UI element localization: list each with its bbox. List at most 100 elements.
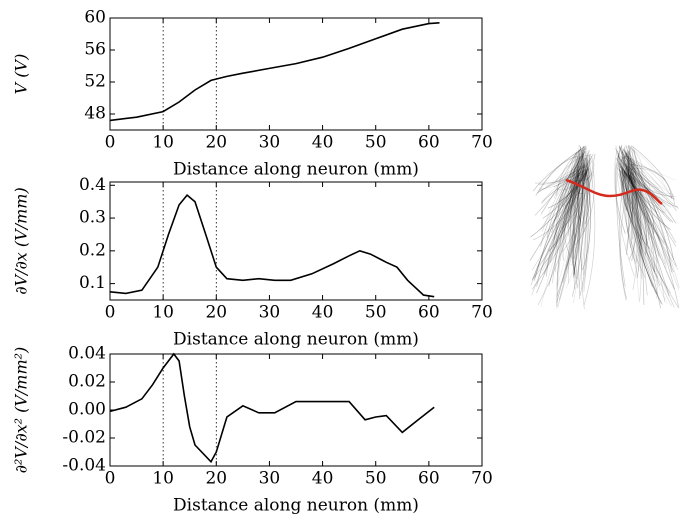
- fiber: [620, 147, 646, 237]
- fiber: [623, 155, 655, 235]
- fiber: [624, 169, 645, 196]
- fiber: [627, 165, 661, 287]
- fiber: [533, 147, 586, 281]
- fiber: [542, 164, 585, 202]
- fiber: [535, 155, 579, 196]
- fiber: [541, 172, 585, 204]
- fiber: [556, 166, 579, 309]
- fiber: [530, 170, 588, 238]
- fiber: [545, 165, 581, 187]
- fiber: [540, 151, 577, 215]
- y-tick-label: 0.1: [79, 273, 106, 293]
- fiber: [617, 155, 643, 253]
- fiber: [561, 154, 586, 196]
- fiber: [570, 149, 581, 219]
- fiber: [579, 145, 591, 270]
- y-tick-label: 56: [84, 40, 106, 60]
- fiber: [533, 160, 592, 278]
- fiber: [615, 145, 672, 294]
- fiber: [620, 172, 651, 250]
- fiber: [532, 171, 588, 241]
- fiber: [621, 156, 636, 183]
- y-tick-label: -0.02: [62, 428, 106, 448]
- x-tick-label: 40: [312, 303, 334, 323]
- fiber: [623, 153, 676, 181]
- fiber: [573, 170, 580, 279]
- fiber: [578, 153, 589, 296]
- fiber: [633, 170, 677, 224]
- fiber: [619, 163, 674, 195]
- fiber: [567, 149, 580, 236]
- fiber: [537, 165, 587, 194]
- fiber: [584, 166, 591, 225]
- fiber: [538, 168, 591, 192]
- fiber: [538, 157, 585, 186]
- fiber: [625, 165, 666, 303]
- fiber: [630, 165, 672, 216]
- fiber: [561, 169, 584, 229]
- fiber: [617, 153, 679, 308]
- fiber: [632, 162, 660, 206]
- axes-frame: [109, 17, 483, 131]
- fiber: [558, 165, 579, 301]
- fiber: [628, 158, 665, 246]
- axes-frame: [109, 353, 483, 467]
- y-tick-label: -0.04: [62, 456, 106, 476]
- fiber: [625, 145, 632, 204]
- fiber: [630, 171, 642, 279]
- fiber: [553, 173, 585, 222]
- fiber: [536, 152, 584, 294]
- x-tick-label: 70: [471, 469, 493, 489]
- fiber: [632, 172, 663, 305]
- fiber: [618, 163, 649, 244]
- fiber: [562, 149, 584, 283]
- fiber: [618, 146, 649, 257]
- fiber: [631, 146, 672, 267]
- fiber: [561, 145, 587, 208]
- axes-frame: [109, 181, 483, 301]
- fiber: [629, 163, 672, 199]
- fiber: [573, 158, 586, 260]
- fiber: [623, 172, 668, 305]
- fiber: [569, 151, 578, 218]
- x-tick-label: 20: [205, 133, 227, 153]
- fiber: [620, 169, 658, 278]
- fiber: [620, 173, 631, 299]
- fiber: [553, 151, 586, 240]
- fiber: [540, 155, 581, 247]
- fiber: [529, 172, 580, 261]
- fiber: [627, 150, 646, 187]
- fiber: [623, 155, 664, 192]
- fiber: [623, 169, 649, 223]
- y-tick-label: 0.3: [79, 208, 106, 228]
- fiber: [619, 148, 676, 198]
- fiber: [614, 163, 639, 277]
- fiber: [631, 145, 675, 205]
- fiber: [553, 151, 585, 188]
- fiber: [563, 162, 588, 207]
- x-axis-label: Distance along neuron (mm): [173, 330, 419, 350]
- fiber: [555, 152, 577, 251]
- fiber: [574, 146, 583, 254]
- fiber: [539, 148, 587, 191]
- fiber: [618, 156, 671, 208]
- fiber: [572, 170, 588, 274]
- fiber: [582, 157, 591, 290]
- fiber: [572, 159, 584, 277]
- fiber: [618, 145, 638, 263]
- fiber: [580, 168, 592, 310]
- fiber: [623, 158, 643, 231]
- fiber: [624, 168, 666, 181]
- x-tick-label: 10: [152, 133, 174, 153]
- fiber: [544, 149, 590, 264]
- fiber: [628, 149, 658, 263]
- x-tick-label: 10: [152, 303, 174, 323]
- fiber: [583, 158, 588, 293]
- fiber: [537, 158, 586, 306]
- fiber: [616, 150, 630, 256]
- fiber: [629, 158, 670, 297]
- fiber: [561, 166, 581, 206]
- fiber: [583, 164, 591, 220]
- fiber: [625, 153, 643, 241]
- fiber: [628, 145, 645, 305]
